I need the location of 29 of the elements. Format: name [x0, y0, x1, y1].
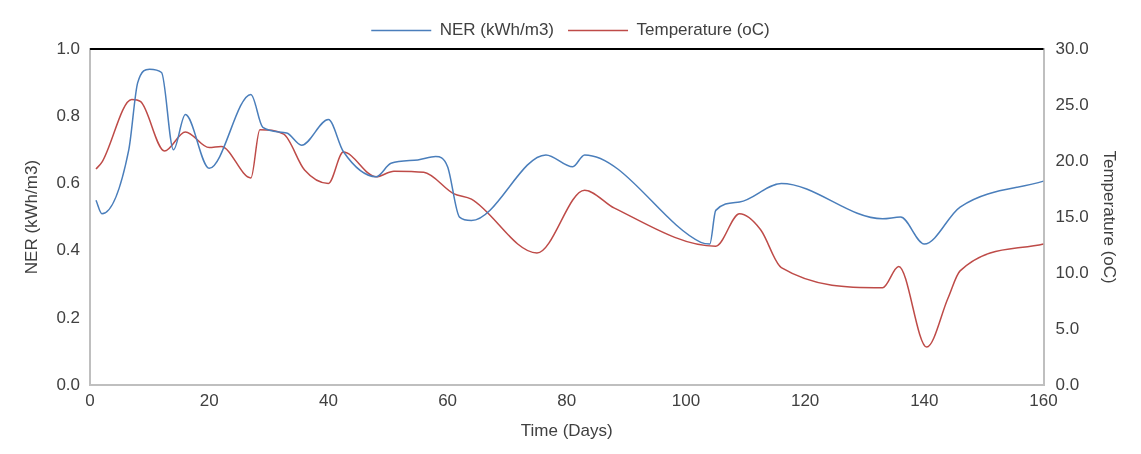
- y2-tick-label: 25.0: [1055, 94, 1089, 114]
- y2-tick-label: 30.0: [1055, 38, 1089, 58]
- line-series: [95, 98, 1044, 348]
- x-axis-title: Time (Days): [520, 421, 613, 441]
- y2-tick-label: 5.0: [1055, 318, 1080, 338]
- x-tick-label: 60: [438, 391, 458, 411]
- x-tick-label: 80: [557, 391, 577, 411]
- x-tick-label: 140: [910, 391, 939, 411]
- y-tick-label: 0.6: [56, 173, 81, 193]
- y-tick-label: 0.8: [56, 105, 81, 125]
- y-axis-title: NER (kWh/m3): [21, 159, 41, 275]
- legend-label: NER (kWh/m3): [439, 20, 555, 40]
- x-tick-label: 20: [199, 391, 219, 411]
- y2-tick-label: 0.0: [1055, 374, 1080, 394]
- y-tick-label: 0.4: [56, 240, 81, 260]
- y-tick-label: 0.2: [56, 307, 81, 327]
- y2-tick-label: 15.0: [1055, 206, 1089, 226]
- legend-label: Temperature (oC): [636, 20, 770, 40]
- y-tick-label: 1.0: [56, 38, 81, 58]
- y2-axis-title: Temperature (oC): [1100, 150, 1120, 284]
- x-tick-label: 120: [790, 391, 820, 411]
- x-tick-label: 40: [318, 391, 338, 411]
- y-tick-label: 0.0: [56, 374, 81, 394]
- y2-tick-label: 10.0: [1055, 262, 1089, 282]
- x-tick-label: 0: [85, 391, 95, 411]
- x-tick-label: 160: [1029, 391, 1058, 411]
- y2-tick-label: 20.0: [1055, 150, 1089, 170]
- line-series: [95, 68, 1044, 245]
- x-tick-label: 100: [671, 391, 701, 411]
